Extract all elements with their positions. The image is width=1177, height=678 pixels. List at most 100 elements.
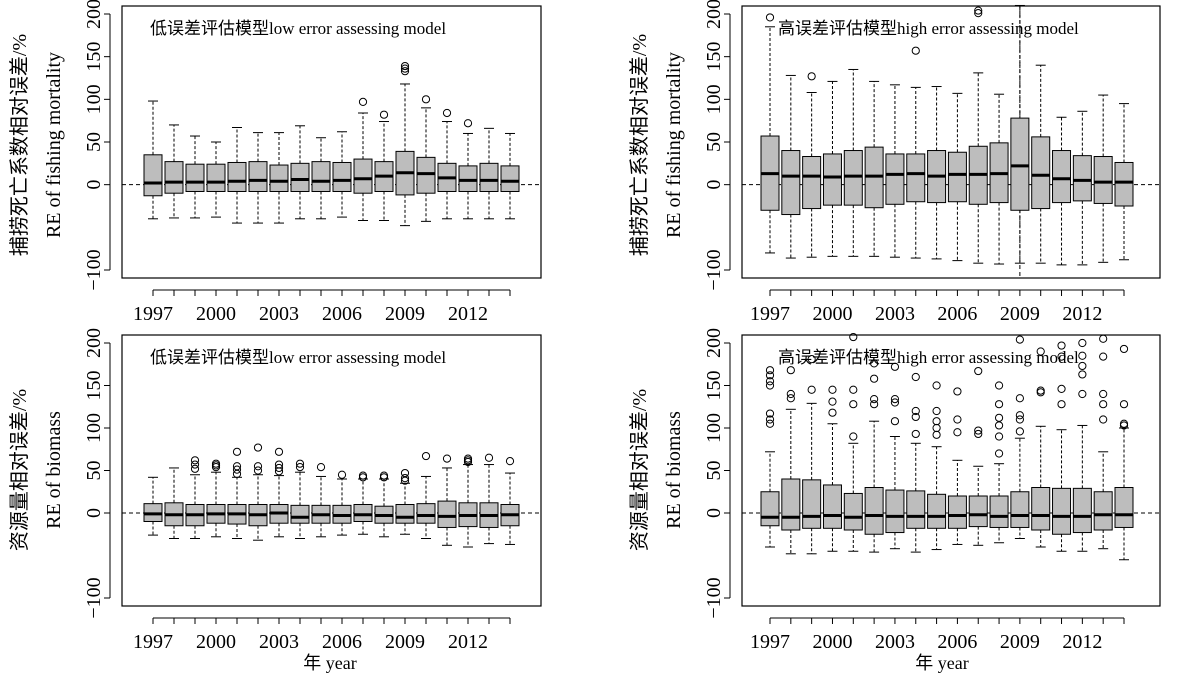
outlier-point	[786, 389, 795, 399]
panel-title: 低误差评估模型low error assessing model	[150, 348, 446, 367]
box-2003	[885, 84, 905, 258]
box-2003	[885, 362, 905, 550]
outlier-point	[870, 374, 879, 383]
outlier-point	[932, 417, 941, 426]
box-1998	[781, 74, 801, 259]
y-tick-label: 0	[703, 180, 725, 190]
outlier-point	[765, 377, 775, 386]
outlier-point	[1119, 419, 1129, 428]
box-2005	[311, 137, 331, 220]
outlier-point	[849, 432, 858, 441]
x-tick-label: 2009	[1000, 631, 1040, 653]
outlier-point	[828, 408, 837, 417]
iqr-box	[781, 150, 801, 216]
y-tick-label: 50	[83, 132, 105, 152]
panel-title: 高误差评估模型high error assessing model	[778, 19, 1079, 38]
outlier-point	[870, 395, 879, 404]
iqr-box	[437, 500, 457, 528]
x-tick-label: 2006	[322, 303, 362, 325]
iqr-box	[143, 154, 163, 197]
outlier-point	[400, 474, 410, 483]
y-tick-label: 200	[703, 0, 725, 29]
outlier-point	[400, 67, 410, 76]
plot-frame	[741, 5, 1161, 279]
iqr-box	[1031, 136, 1051, 210]
y-tick-label: 150	[83, 371, 105, 401]
iqr-box	[1114, 487, 1134, 528]
outlier-point	[849, 332, 858, 342]
outlier-point	[190, 464, 200, 473]
box-2006	[947, 92, 967, 262]
iqr-box	[968, 495, 988, 528]
outlier-point	[994, 421, 1004, 430]
iqr-box	[843, 150, 863, 206]
outlier-point	[911, 406, 920, 416]
box-2003	[269, 447, 289, 538]
outlier-point	[765, 419, 775, 428]
x-tick-label: 2012	[1062, 303, 1102, 325]
outlier-point	[1057, 384, 1066, 393]
box-2009	[1010, 335, 1030, 539]
box-2003	[269, 132, 289, 224]
iqr-box	[822, 484, 842, 529]
x-axis-label: 年 year	[303, 653, 356, 673]
outlier-point	[1078, 351, 1087, 360]
iqr-box	[416, 156, 436, 194]
outlier-point	[765, 415, 775, 424]
outlier-point	[358, 473, 368, 482]
x-tick-label: 2003	[259, 303, 299, 325]
y-axis-label-cn: 资源量相对误差/%	[8, 389, 31, 551]
box-2001	[227, 126, 247, 224]
iqr-box	[1072, 487, 1092, 534]
box-2014	[1114, 103, 1134, 261]
outlier-point	[890, 395, 900, 404]
outlier-point	[1057, 352, 1066, 361]
outlier-point	[1057, 400, 1066, 409]
x-tick-label: 2000	[196, 303, 236, 325]
y-axis-label-cn: 捕捞死亡系数相对误差/%	[8, 34, 31, 256]
y-tick-label: 200	[703, 328, 725, 358]
box-2006	[947, 387, 967, 545]
outlier-point	[994, 400, 1004, 409]
iqr-box	[500, 165, 520, 192]
outlier-point	[421, 95, 431, 104]
y-tick-label: 200	[83, 328, 105, 358]
outlier-point	[295, 463, 305, 472]
iqr-box	[822, 153, 842, 206]
x-tick-label: 2009	[385, 303, 425, 325]
x-tick-label: 2000	[812, 303, 852, 325]
plot-frame	[121, 5, 542, 279]
outlier-point	[442, 454, 452, 463]
outlier-point	[463, 456, 473, 465]
outlier-point	[890, 362, 900, 371]
outlier-point	[1036, 347, 1045, 356]
y-tick-label: 50	[703, 461, 725, 481]
outlier-point	[274, 463, 284, 473]
y-tick-label: 50	[83, 461, 105, 481]
box-2001	[227, 447, 247, 539]
panel-title: 高误差评估模型high error assessing model	[778, 348, 1079, 367]
outlier-point	[421, 451, 431, 461]
y-tick-label: −100	[83, 577, 105, 618]
iqr-box	[395, 504, 415, 524]
iqr-box	[802, 156, 822, 210]
outlier-point	[1015, 335, 1024, 344]
box-2012	[1072, 338, 1092, 552]
outlier-point	[253, 462, 263, 471]
outlier-point	[274, 460, 284, 469]
box-2000	[822, 385, 842, 552]
iqr-box	[947, 151, 967, 203]
outlier-point	[932, 423, 941, 433]
iqr-box	[906, 490, 926, 529]
x-tick-label: 2000	[812, 631, 852, 653]
box-2000	[206, 141, 226, 218]
outlier-point	[379, 471, 389, 480]
box-2008	[989, 381, 1009, 544]
box-2000	[206, 459, 226, 538]
outlier-point	[974, 9, 983, 18]
iqr-box	[458, 165, 478, 192]
outlier-point	[1099, 400, 1108, 409]
iqr-box	[164, 161, 184, 194]
box-1999	[185, 135, 205, 219]
box-2014	[1114, 344, 1134, 561]
